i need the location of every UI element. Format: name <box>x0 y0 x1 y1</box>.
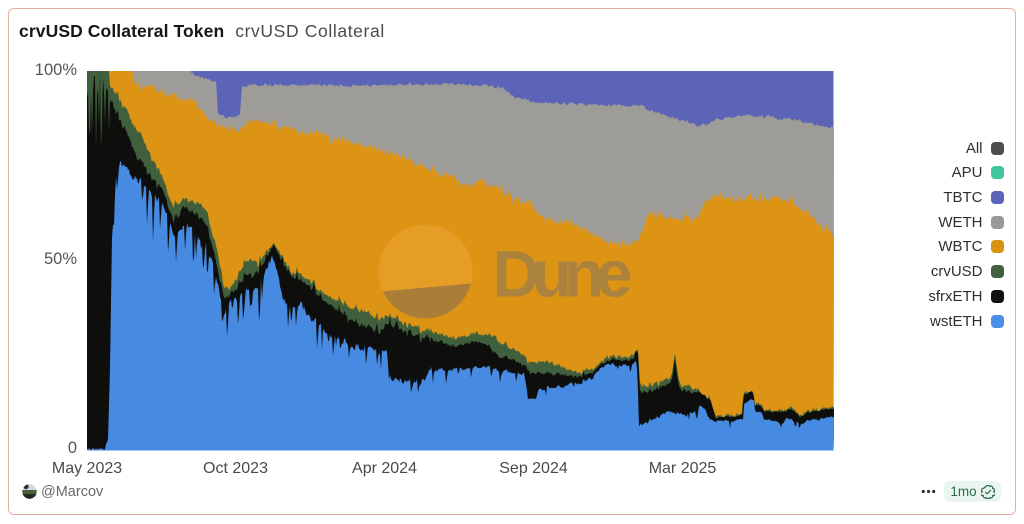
svg-text:Dune: Dune <box>493 236 633 310</box>
